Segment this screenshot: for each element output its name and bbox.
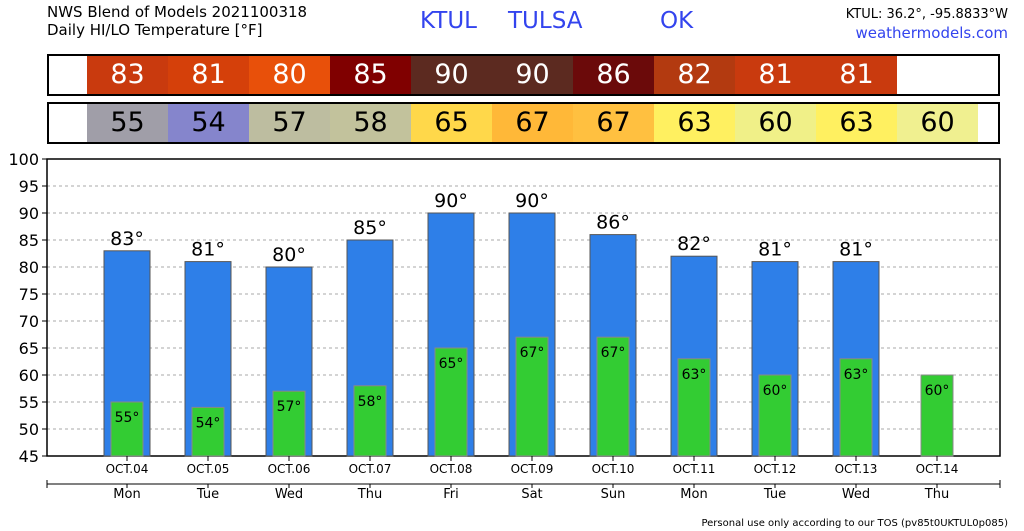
high-strip-cell: 81 xyxy=(816,56,897,94)
chart-title: NWS Blend of Models 2021100318 xyxy=(47,3,308,21)
high-strip-cell: 81 xyxy=(735,56,816,94)
low-strip-cell: 63 xyxy=(654,104,735,142)
low-bar xyxy=(353,385,387,457)
station-id: KTUL xyxy=(420,8,477,34)
low-label: 58° xyxy=(358,394,383,410)
high-label: 90° xyxy=(434,190,468,212)
low-strip-cell: 60 xyxy=(735,104,816,142)
weekday-label: Thu xyxy=(357,487,382,502)
low-label: 60° xyxy=(925,383,950,399)
x-tick-label: OCT.07 xyxy=(349,462,392,476)
low-label: 60° xyxy=(763,383,788,399)
station-coords: KTUL: 36.2°, -95.8833°W xyxy=(845,7,1008,22)
y-tick-label: 65 xyxy=(19,339,39,358)
high-strip-cell: 90 xyxy=(411,56,492,94)
weekday-label: Thu xyxy=(924,487,949,502)
high-strip-cell: 82 xyxy=(654,56,735,94)
high-label: 81° xyxy=(191,239,225,261)
x-tick-label: OCT.04 xyxy=(106,462,149,476)
low-strip-cell: 63 xyxy=(816,104,897,142)
high-temp-strip: 83 81 80 85 90 90 86 82 81 81 xyxy=(47,54,1000,96)
weekday-label: Tue xyxy=(196,487,219,502)
y-tick-label: 75 xyxy=(19,285,39,304)
low-label: 67° xyxy=(520,345,545,361)
low-label: 57° xyxy=(277,399,302,415)
low-strip-cell: 67 xyxy=(573,104,654,142)
y-tick-label: 90 xyxy=(19,204,39,223)
low-label: 67° xyxy=(601,345,626,361)
x-tick-label: OCT.05 xyxy=(187,462,230,476)
low-temp-strip: 55 54 57 58 65 67 67 63 60 63 60 xyxy=(47,102,1000,144)
weekday-label: Sun xyxy=(601,487,626,502)
low-strip-cell: 60 xyxy=(897,104,978,142)
high-label: 81° xyxy=(839,239,873,261)
low-bar xyxy=(839,358,873,457)
x-tick-label: OCT.14 xyxy=(916,462,959,476)
low-label: 63° xyxy=(844,367,869,383)
low-bar xyxy=(920,374,954,457)
low-bar xyxy=(110,401,144,457)
low-label: 65° xyxy=(439,356,464,372)
high-label: 86° xyxy=(596,212,630,234)
x-tick-label: OCT.08 xyxy=(430,462,473,476)
y-tick-label: 60 xyxy=(19,366,39,385)
x-tick-label: OCT.13 xyxy=(835,462,878,476)
low-strip-cell: 67 xyxy=(492,104,573,142)
x-tick-label: OCT.11 xyxy=(673,462,716,476)
chart-subtitle: Daily HI/LO Temperature [°F] xyxy=(47,21,263,39)
weekday-label: Fri xyxy=(443,487,459,502)
low-strip-cell: 58 xyxy=(330,104,411,142)
y-tick-label: 95 xyxy=(19,177,39,196)
state-name: OK xyxy=(660,8,694,34)
x-tick-label: OCT.06 xyxy=(268,462,311,476)
high-strip-cell: 80 xyxy=(249,56,330,94)
city-name: TULSA xyxy=(508,8,583,34)
weekday-label: Wed xyxy=(842,487,870,502)
x-tick-label: OCT.10 xyxy=(592,462,635,476)
high-strip-cell: 90 xyxy=(492,56,573,94)
y-tick-label: 70 xyxy=(19,312,39,331)
low-bar xyxy=(434,347,468,457)
x-tick-label: OCT.12 xyxy=(754,462,797,476)
y-tick-label: 50 xyxy=(19,420,39,439)
high-label: 82° xyxy=(677,233,711,255)
high-strip-cell: 86 xyxy=(573,56,654,94)
high-label: 83° xyxy=(110,228,144,250)
low-label: 55° xyxy=(115,410,140,426)
high-label: 80° xyxy=(272,244,306,266)
weekday-label: Sat xyxy=(521,487,542,502)
weekday-label: Wed xyxy=(275,487,303,502)
high-label: 81° xyxy=(758,239,792,261)
y-tick-label: 85 xyxy=(19,231,39,250)
footer-note: Personal use only according to our TOS (… xyxy=(701,518,1008,529)
low-strip-cell: 55 xyxy=(87,104,168,142)
low-bar xyxy=(191,406,225,457)
weekday-label: Mon xyxy=(680,487,707,502)
low-strip-cell: 65 xyxy=(411,104,492,142)
x-tick-label: OCT.09 xyxy=(511,462,554,476)
high-strip-cell: 85 xyxy=(330,56,411,94)
high-strip-cell: 83 xyxy=(87,56,168,94)
y-tick-label: 45 xyxy=(19,447,39,466)
y-tick-label: 100 xyxy=(8,150,39,169)
low-strip-cell: 57 xyxy=(249,104,330,142)
low-label: 63° xyxy=(682,367,707,383)
weekday-label: Mon xyxy=(113,487,140,502)
low-bar xyxy=(272,390,306,457)
y-tick-label: 80 xyxy=(19,258,39,277)
low-strip-cell: 54 xyxy=(168,104,249,142)
low-label: 54° xyxy=(196,415,221,431)
weekday-label: Tue xyxy=(763,487,786,502)
high-strip-cell: 81 xyxy=(168,56,249,94)
high-label: 90° xyxy=(515,190,549,212)
low-bar xyxy=(758,374,792,457)
high-label: 85° xyxy=(353,217,387,239)
y-tick-label: 55 xyxy=(19,393,39,412)
site-link[interactable]: weathermodels.com xyxy=(855,24,1008,42)
low-bar xyxy=(515,336,549,457)
low-bar xyxy=(677,358,711,457)
